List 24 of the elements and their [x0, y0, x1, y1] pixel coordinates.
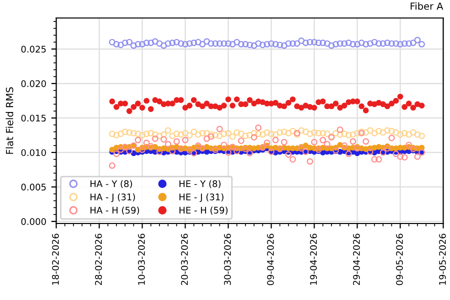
x-tick-label: 19-04-2026 — [310, 234, 317, 285]
y-tick-label: 0.015 — [21, 114, 46, 122]
x-tick-label: 09-05-2026 — [396, 234, 403, 286]
x-tick-label: 09-04-2026 — [267, 234, 274, 286]
y-tick-label: 0.005 — [21, 184, 46, 191]
legend-label: HA - H (59) — [90, 206, 140, 215]
y-axis-title: Flat Field RMS — [6, 87, 14, 154]
x-tick-label: 10-03-2026 — [138, 234, 145, 285]
x-tick-label: 19-05-2026 — [439, 234, 446, 285]
y-tick-label: 0.025 — [21, 46, 46, 53]
x-tick-label: 20-03-2026 — [181, 234, 188, 286]
x-tick-label: 30-03-2026 — [224, 234, 231, 285]
legend-label: HE - J (31) — [180, 193, 224, 202]
x-tick-label: 29-04-2026 — [353, 234, 360, 286]
x-tick-label: 18-02-2026 — [52, 234, 59, 285]
y-tick-label: 0.020 — [21, 80, 46, 88]
legend-label: HA - Y (8) — [90, 180, 132, 188]
legend-label: HE - H (59) — [180, 206, 228, 215]
chart-title: Fiber A — [410, 2, 444, 10]
y-tick-label: 0.000 — [21, 218, 46, 225]
y-tick-label: 0.010 — [21, 149, 46, 156]
legend-label: HE - Y (8) — [180, 180, 221, 188]
legend-label: HA - J (31) — [90, 193, 135, 202]
x-tick-label: 28-02-2026 — [95, 234, 102, 286]
